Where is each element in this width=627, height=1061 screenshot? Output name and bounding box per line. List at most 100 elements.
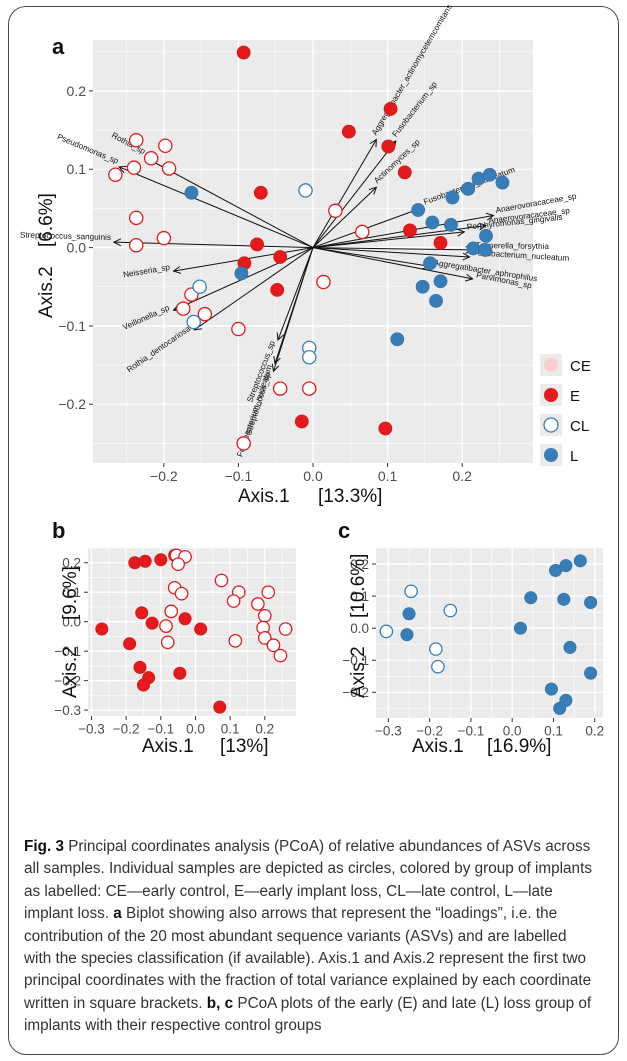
point-l [423, 256, 437, 271]
point-e [135, 606, 149, 620]
point-e [213, 700, 227, 714]
panel-a-x-axis-title: Axis.1 [238, 486, 290, 507]
caption-panel-a-label: a [113, 905, 122, 923]
loading-arrow [312, 141, 396, 248]
x-tick-label: 0.2 [452, 468, 472, 484]
point-ce [328, 203, 343, 219]
point-l [429, 293, 443, 308]
point-l [466, 241, 481, 256]
point-l [563, 640, 577, 654]
y-tick-label: 0.0 [62, 614, 81, 629]
point-e [341, 124, 356, 139]
legend-label-ce: CE [570, 358, 591, 375]
point-e [95, 622, 109, 636]
point-ce [108, 167, 123, 182]
loading-arrow [312, 247, 470, 257]
point-e [294, 414, 309, 429]
panel-c-y-axis-variance: [10.6%] [348, 554, 369, 618]
point-l [584, 596, 598, 610]
point-ce [251, 597, 265, 611]
panel-b-x-axis-title: Axis.1 [142, 736, 194, 757]
point-ce [266, 638, 281, 653]
point-l [433, 274, 448, 289]
point-ce [231, 321, 246, 337]
point-ce [126, 160, 142, 175]
point-cl [443, 603, 458, 618]
y-tick-label: 0.1 [62, 585, 81, 600]
panel-b-x-axis-variance: [13%] [220, 736, 269, 757]
point-e [194, 622, 208, 636]
point-e [273, 250, 288, 264]
figure-caption: Fig. 3 Principal coordinates analysis (P… [24, 836, 596, 1038]
point-ce [354, 224, 370, 240]
point-ce [273, 648, 288, 663]
point-cl [298, 183, 313, 198]
panel-a-points [108, 45, 510, 451]
point-cl [192, 279, 207, 294]
x-tick-label: 0.1 [378, 468, 398, 484]
panel-a-label: a [52, 34, 65, 59]
point-l [524, 591, 538, 605]
point-l [234, 266, 249, 281]
point-ce [278, 622, 293, 636]
point-ce [159, 619, 173, 633]
point-l [559, 559, 573, 573]
legend-label-l: L [570, 448, 578, 465]
x-tick-label: 0.2 [255, 722, 274, 737]
point-e [397, 165, 412, 180]
point-e [136, 678, 150, 692]
panel-b-label: b [52, 518, 65, 543]
x-tick-label: 0.1 [221, 722, 240, 737]
x-tick-label: 0.0 [186, 722, 205, 737]
point-e [236, 45, 251, 60]
point-e [383, 102, 398, 116]
x-tick-label: −0.1 [147, 722, 174, 737]
caption-text-3: PCoA plots of the early (E) and late (L)… [24, 994, 592, 1035]
caption-text-1: Principal coordinates analysis (PCoA) of… [24, 838, 592, 923]
panel-b: b −0.3 −0.2 −0.1 0.0 0.1 0.2 0.2 0.1 0.0 −0.1 −0.2… [52, 518, 296, 757]
point-ce [164, 604, 179, 619]
panel-b-y-axis-variance: [9.6%] [60, 566, 81, 620]
point-l [573, 554, 587, 568]
caption-panel-bc-label: b, c [206, 994, 234, 1012]
point-l [495, 175, 510, 190]
point-ce [175, 301, 191, 316]
point-ce [129, 237, 144, 253]
y-tick-label: 0.2 [350, 557, 369, 572]
panel-c-x-axis-title: Axis.1 [412, 736, 464, 757]
point-ce [129, 133, 144, 148]
loading-arrow [273, 247, 314, 372]
point-e [173, 666, 187, 680]
x-tick-label: −0.2 [150, 468, 178, 484]
y-tick-label: 0.2 [62, 555, 81, 570]
panel-c-points [379, 554, 598, 715]
point-cl [186, 314, 201, 330]
panel-c-y-axis-title: Axis.2 [348, 646, 369, 698]
loading-arrow [312, 247, 473, 279]
panel-c-plot-background [376, 548, 603, 718]
legend-marker-ce [544, 358, 558, 372]
point-ce [302, 381, 317, 396]
y-tick-label: 0.0 [67, 239, 87, 255]
point-l [445, 190, 460, 205]
caption-fig-label: Fig. 3 [24, 838, 64, 855]
y-tick-label: −0.1 [54, 644, 81, 659]
point-ce [228, 633, 243, 648]
loading-arrow [312, 139, 376, 248]
panel-b-axes: −0.3 −0.2 −0.1 0.0 0.1 0.2 0.2 0.1 0.0 −0.1 −0.2 −0… [54, 555, 274, 736]
loading-label: Tannerella_forsythia [476, 241, 550, 251]
point-l [461, 181, 476, 196]
point-ce [214, 573, 229, 588]
y-tick-label: −0.2 [54, 673, 81, 688]
point-l [411, 203, 426, 217]
point-l [478, 243, 493, 257]
x-tick-label: −0.3 [78, 722, 105, 737]
point-e [253, 185, 268, 200]
point-ce [261, 585, 276, 600]
y-tick-label: −0.2 [342, 685, 369, 700]
point-l [402, 607, 416, 621]
point-e [133, 660, 147, 674]
legend-marker-e [544, 388, 558, 402]
y-tick-label: −0.3 [54, 703, 81, 718]
